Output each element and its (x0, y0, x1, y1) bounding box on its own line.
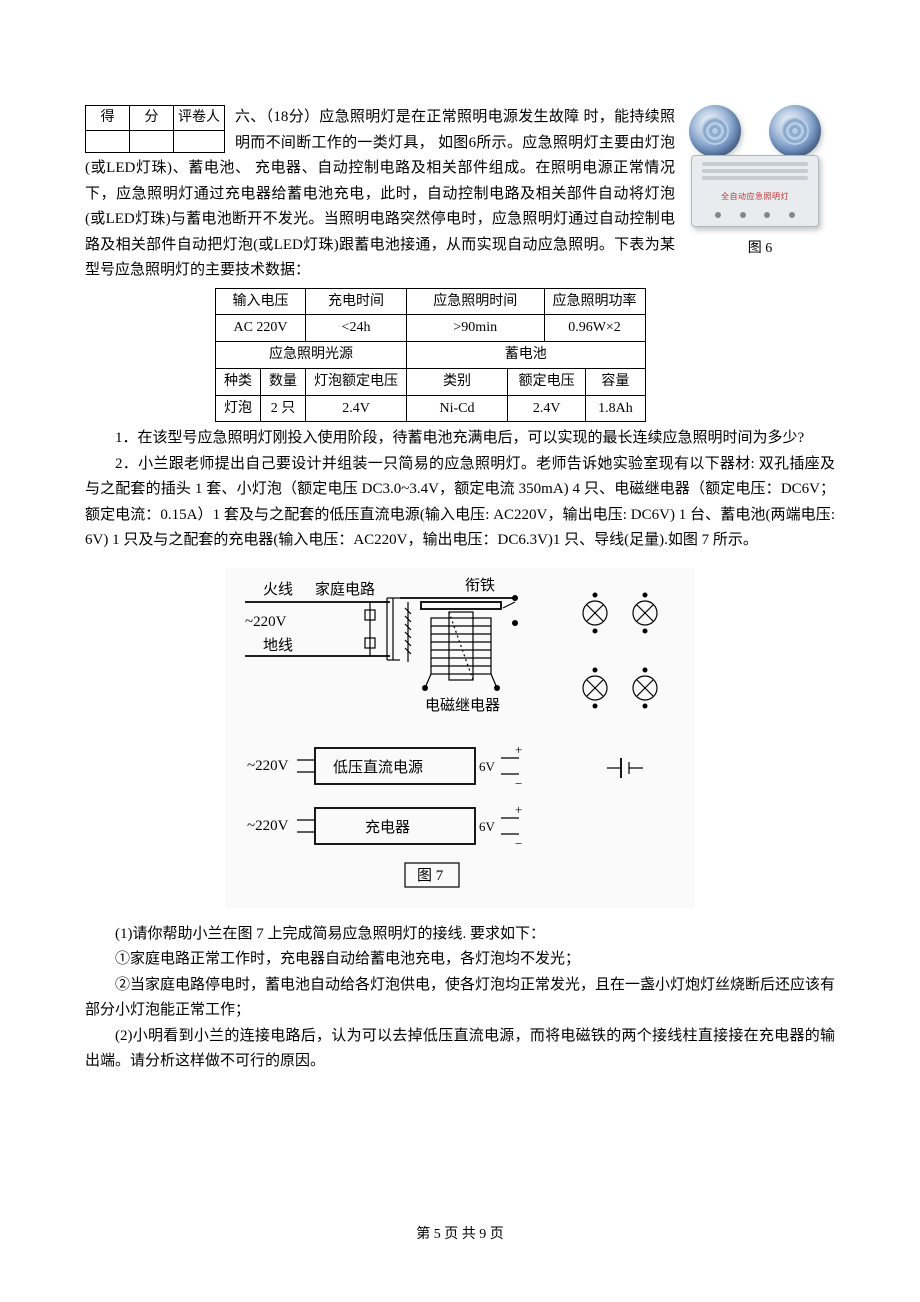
sub-1: (1)请你帮助小兰在图 7 上完成简易应急照明灯的接线. 要求如下： (85, 922, 835, 948)
page-footer: 第 5 页 共 9 页 (0, 1223, 920, 1247)
sub-1a: ①家庭电路正常工作时，充电器自动给蓄电池充电，各灯泡均不发光； (85, 947, 835, 973)
fig7-caption: 图 7 (417, 867, 444, 884)
figure-6-caption: 图 6 (685, 237, 835, 261)
svg-text:+: + (515, 742, 522, 757)
lamp-left-icon (689, 105, 741, 157)
score-col-de: 得 (86, 106, 130, 131)
spec-r1c2: <24h (306, 315, 407, 342)
fig7-dixian: 地线 (263, 637, 293, 654)
spec-s6: 容量 (586, 368, 645, 395)
spec-h2: 充电时间 (306, 288, 407, 315)
sub-questions: (1)请你帮助小兰在图 7 上完成简易应急照明灯的接线. 要求如下： ①家庭电路… (85, 922, 835, 1075)
fig7-huoxian: 火线 (263, 581, 293, 598)
spec-h1: 输入电压 (216, 288, 306, 315)
score-col-fen: 分 (130, 106, 174, 131)
figure-7: .lbl { font-family: "SimSun", serif; fon… (225, 568, 695, 908)
spec-h5: 应急照明光源 (216, 342, 407, 369)
fig7-6v-2: 6V (479, 819, 496, 834)
lamp-right-icon (769, 105, 821, 157)
spec-s4: 类别 (407, 368, 508, 395)
intro-rest: 充电器、自动控制电路及相关部件组成。在照明电源正常情况下，应急照明灯通过充电器给… (85, 160, 675, 278)
spec-table: 输入电压 充电时间 应急照明时间 应急照明功率 AC 220V <24h >90… (215, 288, 646, 423)
spec-r2c3: 2.4V (306, 395, 407, 422)
spec-s1: 种类 (216, 368, 261, 395)
lamp-body: 全自动应急照明灯 (691, 155, 819, 227)
spec-r2c1: 灯泡 (216, 395, 261, 422)
spec-s5: 额定电压 (508, 368, 586, 395)
score-box: 得 分 评卷人 (85, 105, 225, 153)
spec-r2c5: 2.4V (508, 395, 586, 422)
spec-r2c4: Ni-Cd (407, 395, 508, 422)
spec-r2c6: 1.8Ah (586, 395, 645, 422)
spec-h3: 应急照明时间 (407, 288, 545, 315)
fig7-v220-2: ~220V (247, 758, 289, 774)
svg-text:−: − (515, 836, 522, 851)
question-2: 2．小兰跟老师提出自己要设计并组装一只简易的应急照明灯。老师告诉她实验室现有以下… (85, 452, 835, 554)
fig7-jiating: 家庭电路 (315, 581, 375, 598)
questions-body: 1．在该型号应急照明灯刚投入使用阶段，待蓄电池充满电后，可以实现的最长连续应急照… (85, 426, 835, 554)
question-intro: 得 分 评卷人 全自动应急照明灯 图 6 六、（18分）应急照明灯是在正常照明电… (85, 105, 835, 284)
fig7-v220-1: ~220V (245, 614, 287, 630)
question-1: 1．在该型号应急照明灯刚投入使用阶段，待蓄电池充满电后，可以实现的最长连续应急照… (85, 426, 835, 452)
sub-2: (2)小明看到小兰的连接电路后，认为可以去掉低压直流电源，而将电磁铁的两个接线柱… (85, 1024, 835, 1075)
spec-s3: 灯泡额定电压 (306, 368, 407, 395)
spec-r1c4: 0.96W×2 (544, 315, 645, 342)
bulbs-group (583, 592, 657, 708)
battery-symbol (607, 758, 643, 778)
svg-text:−: − (515, 776, 522, 791)
emergency-lamp-image: 全自动应急照明灯 (685, 105, 825, 235)
figure-6: 全自动应急照明灯 图 6 (685, 105, 835, 261)
fig7-relay: 电磁继电器 (425, 697, 500, 714)
device-label: 全自动应急照明灯 (704, 190, 806, 204)
score-col-grader: 评卷人 (174, 106, 225, 131)
fig7-charger: 充电器 (365, 819, 410, 836)
sub-1b: ②当家庭电路停电时，蓄电池自动给各灯泡供电，使各灯泡均正常发光，且在一盏小灯炮灯… (85, 973, 835, 1024)
spec-r1c1: AC 220V (216, 315, 306, 342)
spec-h6: 蓄电池 (407, 342, 646, 369)
spec-s2: 数量 (261, 368, 306, 395)
spec-r2c2: 2 只 (261, 395, 306, 422)
circuit-diagram: .lbl { font-family: "SimSun", serif; fon… (225, 568, 695, 908)
svg-text:+: + (515, 802, 522, 817)
fig7-dps: 低压直流电源 (333, 759, 423, 776)
spec-r1c3: >90min (407, 315, 545, 342)
fig7-xiantie: 衔铁 (465, 577, 495, 594)
fig7-v220-3: ~220V (247, 818, 289, 834)
question-header: 六、（18分）应急照明灯是在正常照明电源发生故障 (235, 109, 579, 125)
spec-h4: 应急照明功率 (544, 288, 645, 315)
fig7-6v-1: 6V (479, 759, 496, 774)
